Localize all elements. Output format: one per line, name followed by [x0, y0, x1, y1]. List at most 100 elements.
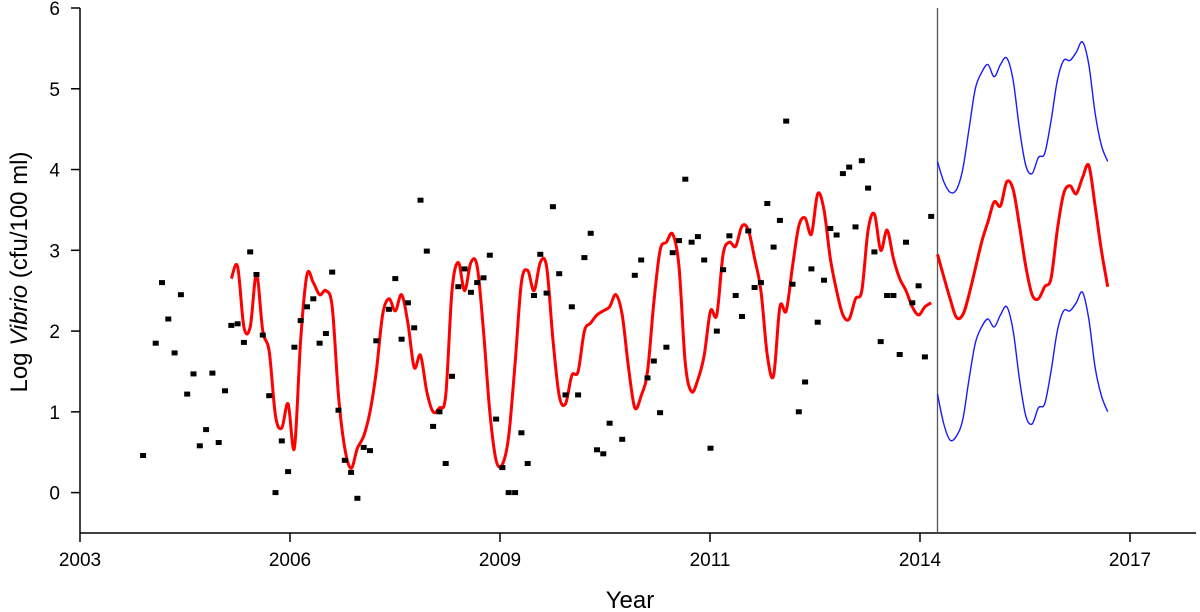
observed-point	[757, 280, 764, 286]
observed-point	[505, 490, 512, 496]
observed-point	[310, 296, 317, 302]
observed-point	[707, 445, 714, 451]
ticks: 2003 2006 2009 2011 2014 2017 0 1 2 3 4 5 6	[49, 0, 1151, 571]
observed-point	[821, 277, 827, 283]
observed-point	[783, 118, 790, 124]
observed-point	[512, 490, 519, 496]
y-axis-title-suffix: (cfu/100 ml)	[6, 151, 33, 284]
observed-point	[297, 318, 304, 324]
observed-point	[467, 289, 474, 295]
observed-point	[253, 272, 260, 277]
observed-point	[177, 292, 184, 298]
forecast-bounds	[936, 40, 1109, 442]
observed-point	[839, 171, 846, 177]
observed-point	[259, 332, 266, 338]
observed-point	[802, 379, 809, 385]
observed-point	[316, 340, 323, 346]
observed-point	[240, 339, 247, 345]
observed-point	[398, 336, 405, 342]
observed-point	[903, 239, 909, 245]
observed-point	[789, 281, 796, 287]
observed-point	[568, 304, 575, 310]
observed-point	[518, 430, 525, 436]
lower-bound-line	[936, 291, 1109, 442]
observed-point	[600, 451, 607, 457]
observed-point	[549, 204, 556, 210]
x-tick-label: 2006	[269, 550, 311, 571]
observed-point	[348, 469, 355, 475]
observed-point	[776, 217, 783, 223]
y-tick-label: 1	[49, 403, 60, 424]
observed-point	[493, 416, 500, 422]
observed-point	[562, 392, 569, 398]
observed-point	[304, 304, 310, 310]
upper-bound-line	[936, 40, 1109, 194]
observed-point	[751, 285, 758, 290]
observed-point	[619, 436, 626, 442]
observed-point	[663, 344, 670, 350]
y-tick-label: 5	[49, 80, 60, 101]
observed-point	[430, 423, 437, 429]
observed-point	[877, 339, 884, 345]
x-tick-label: 2009	[479, 550, 521, 571]
observed-point	[581, 255, 588, 261]
observed-point	[921, 354, 928, 360]
x-axis-title: Year	[606, 587, 655, 612]
observed-point	[701, 257, 708, 263]
y-tick-label: 4	[49, 161, 60, 182]
observed-point	[682, 176, 689, 182]
observed-point	[852, 224, 859, 230]
observed-point	[285, 469, 292, 475]
observed-point	[531, 293, 537, 298]
observed-point	[739, 314, 745, 319]
observed-point	[846, 164, 853, 170]
observed-point	[411, 325, 418, 331]
observed-point	[631, 272, 638, 278]
y-tick-label: 6	[49, 0, 60, 20]
observed-point	[436, 409, 443, 415]
observed-point	[278, 438, 285, 444]
observed-point	[159, 280, 165, 286]
observed-point	[896, 352, 903, 357]
observed-point	[234, 321, 241, 327]
observed-point	[486, 252, 493, 258]
observed-point	[404, 300, 411, 306]
observed-point	[732, 293, 739, 298]
fitted-series	[229, 162, 1110, 470]
observed-point	[915, 283, 922, 289]
observed-point	[764, 201, 771, 206]
observed-point	[814, 319, 821, 325]
observed-point	[209, 370, 216, 376]
observed-point	[795, 409, 802, 415]
observed-point	[423, 248, 430, 254]
observed-point	[442, 461, 449, 466]
observed-point	[215, 440, 222, 445]
observed-point	[335, 407, 342, 413]
y-axis-title-italic: Vibrio	[6, 285, 33, 346]
observed-point	[556, 271, 563, 277]
y-tick-label: 2	[49, 322, 60, 343]
observed-point	[171, 350, 178, 356]
observed-point	[499, 465, 506, 471]
observed-point	[203, 427, 210, 433]
observed-point	[676, 238, 682, 244]
axes	[79, 8, 1196, 534]
y-tick-label: 3	[49, 241, 60, 262]
observed-point	[322, 331, 329, 336]
observed-point	[341, 457, 348, 463]
observed-point	[247, 249, 254, 255]
observed-point	[587, 230, 594, 236]
observed-point	[745, 228, 752, 234]
observed-point	[808, 266, 815, 272]
observed-point	[575, 392, 582, 398]
observed-point	[228, 322, 235, 328]
observed-point	[669, 250, 676, 256]
observed-point	[657, 410, 664, 416]
x-tick-label: 2014	[899, 550, 942, 571]
observed-point	[884, 293, 891, 298]
x-tick-label: 2017	[1109, 550, 1151, 571]
observed-point	[354, 495, 361, 501]
observed-point	[266, 393, 273, 399]
x-tick-label: 2011	[690, 550, 731, 571]
observed-point	[524, 461, 531, 466]
